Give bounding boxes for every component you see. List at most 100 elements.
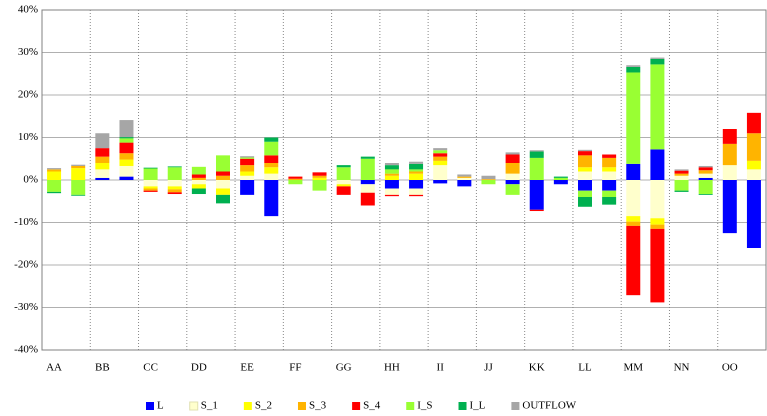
bar-segment — [240, 180, 255, 195]
x-tick-label: DD — [191, 362, 207, 374]
bar-segment — [288, 176, 303, 179]
bar-segment — [312, 175, 327, 178]
bar-segment — [674, 169, 689, 171]
bar-segment — [481, 175, 496, 180]
bar-segment — [674, 175, 689, 180]
bar-segment — [95, 148, 110, 157]
bar-segment — [71, 164, 86, 166]
bar-segment — [336, 186, 351, 195]
bar-segment — [312, 172, 327, 176]
legend-label: S_3 — [309, 400, 327, 412]
bar-segment — [312, 180, 327, 191]
bar-segment — [216, 194, 230, 204]
y-tick-label: 20% — [18, 89, 38, 101]
bar-segment — [288, 178, 303, 180]
x-tick-label: BB — [95, 362, 110, 374]
x-tick-label: OO — [722, 362, 738, 374]
bar-segment — [264, 163, 279, 168]
bar-segment — [240, 158, 255, 166]
legend-label: I_S — [417, 400, 432, 412]
bar-segment — [650, 58, 665, 65]
bar-segment — [674, 173, 689, 176]
x-tick-label: CC — [143, 362, 158, 374]
bar-segment — [505, 184, 520, 195]
bar-segment — [529, 150, 544, 152]
bar-segment — [578, 180, 592, 191]
y-tick-label: 0% — [23, 174, 38, 186]
bar-segment — [240, 165, 255, 172]
bar-segment — [216, 175, 230, 180]
bar-segment — [529, 151, 544, 158]
legend-label: S_1 — [201, 400, 218, 412]
bar-segment — [95, 156, 110, 163]
y-tick-label: 30% — [18, 46, 38, 58]
y-tick-label: 10% — [18, 131, 38, 143]
bar-segment — [119, 159, 134, 166]
bar-segment — [409, 188, 424, 195]
bar-segment — [143, 186, 158, 189]
bar-segment — [722, 180, 737, 234]
x-tick-label: MM — [623, 362, 643, 374]
bar-segment — [360, 184, 375, 193]
bar-segment — [119, 153, 134, 160]
bar-segment — [167, 186, 182, 190]
bar-segment — [457, 176, 472, 178]
bar-segment — [433, 165, 448, 180]
legend-label: I_L — [470, 400, 486, 412]
bar-segment — [746, 133, 761, 161]
bar-segment — [191, 174, 206, 178]
bar-segment — [119, 176, 134, 180]
x-tick-label: KK — [529, 362, 545, 374]
x-tick-label: II — [437, 362, 445, 374]
bar-segment — [578, 171, 592, 180]
legend-swatch — [189, 401, 199, 411]
bar-segment — [746, 169, 761, 180]
bar-segment — [240, 156, 255, 158]
bar-segment — [167, 166, 182, 168]
bar-segment — [119, 137, 134, 139]
bar-segment — [698, 177, 713, 180]
bar-segment — [746, 180, 761, 248]
bar-segment — [722, 143, 737, 166]
bar-segment — [119, 165, 134, 177]
legend-swatch — [458, 402, 467, 410]
bar-segment — [409, 163, 424, 170]
bar-segment — [71, 168, 86, 180]
bar-segment — [698, 180, 713, 195]
bar-segment — [578, 167, 592, 172]
bar-segment — [143, 190, 158, 192]
bar-segment — [191, 177, 206, 180]
bar-segment — [457, 174, 472, 177]
bar-segment — [240, 157, 255, 159]
bar-segment — [722, 129, 737, 144]
legend-swatch — [146, 402, 154, 410]
bar-segment — [505, 163, 520, 174]
bar-segment — [119, 142, 134, 154]
y-tick-label: -10% — [14, 216, 38, 228]
bar-segment — [191, 184, 206, 189]
bar-segment — [360, 180, 375, 185]
bar-segment — [384, 169, 399, 174]
bar-segment — [71, 180, 86, 195]
x-tick-label: EE — [240, 362, 254, 374]
bar-segment — [288, 180, 303, 185]
bar-segment — [71, 165, 86, 169]
bar-segment — [650, 180, 665, 219]
bar-segment — [312, 177, 327, 180]
bar-segment — [722, 165, 737, 180]
bar-segment — [433, 150, 448, 154]
bar-segment — [384, 180, 399, 189]
x-tick-label: FF — [289, 362, 301, 374]
bar-segment — [433, 153, 448, 157]
bar-segment — [602, 154, 617, 158]
bar-segment — [602, 157, 617, 168]
bar-segment — [746, 160, 761, 170]
legend-label: S_2 — [255, 400, 272, 412]
bar-segment — [409, 171, 424, 174]
bar-segment — [216, 155, 230, 172]
bar-segment — [553, 177, 568, 180]
bar-segment — [143, 180, 158, 187]
x-tick-label: GG — [336, 362, 352, 374]
bar-segment — [360, 192, 375, 206]
